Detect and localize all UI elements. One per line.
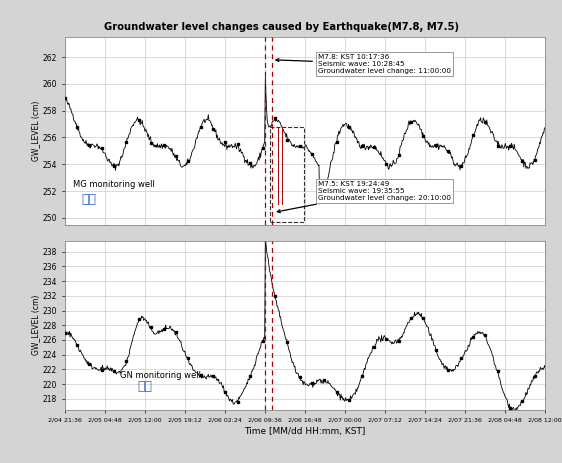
Text: 강름: 강름 [137,380,152,393]
Bar [270,127,304,222]
X-axis label: Time [MM/dd HH:mm, KST]: Time [MM/dd HH:mm, KST] [244,426,365,436]
FancyBboxPatch shape [0,0,562,463]
Text: 문경: 문경 [81,193,96,206]
Y-axis label: GW_LEVEL (cm): GW_LEVEL (cm) [31,100,40,161]
Text: M7.5: KST 19:24:49
Seismic wave: 19:35:55
Groundwater level change: 20:10:00: M7.5: KST 19:24:49 Seismic wave: 19:35:5… [277,181,451,213]
Text: MG monitoring well: MG monitoring well [73,180,155,189]
Text: GN monitoring well: GN monitoring well [120,371,201,380]
Text: Groundwater level changes caused by Earthquake(M7.8, M7.5): Groundwater level changes caused by Eart… [103,22,459,32]
Y-axis label: GW_LEVEL (cm): GW_LEVEL (cm) [31,295,40,356]
Text: M7.8: KST 10:17:36
Seismic wave: 10:28:45
Groundwater level change: 11:00:00: M7.8: KST 10:17:36 Seismic wave: 10:28:4… [276,54,451,74]
